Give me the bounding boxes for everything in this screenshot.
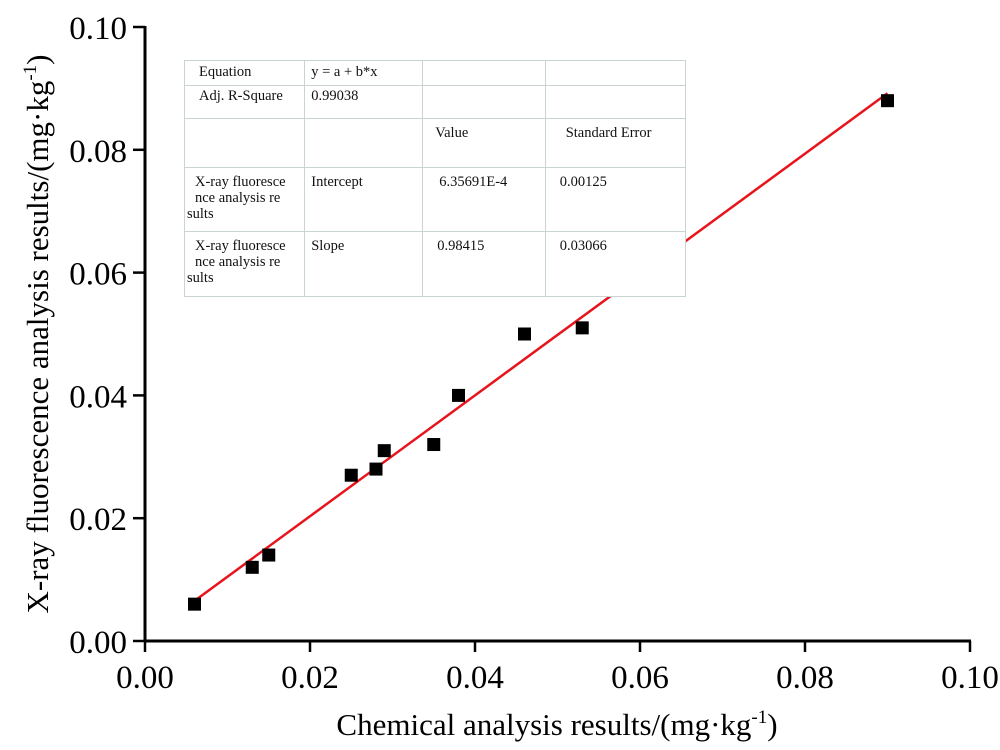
x-ticks: 0.00 0.02 0.04 0.06 0.08 0.10: [116, 641, 999, 696]
series-name-cell: X-ray fluoresce nce analysis re sults: [183, 166, 306, 233]
data-point: [245, 560, 259, 574]
empty-cell: [183, 118, 306, 168]
x-axis-title-text: Chemical analysis results/(mg·kg: [336, 707, 751, 742]
y-axis-title: X-ray fluorescence analysis results/(mg·…: [20, 55, 55, 614]
series-name-line: sults: [187, 270, 214, 287]
y-tick-label: 0.10: [69, 11, 127, 47]
fit-results-table: Equation y = a + b*x Adj. R-Square 0.990…: [183, 60, 687, 297]
series-name-line: X-ray fluoresce: [195, 238, 286, 255]
data-point: [262, 548, 276, 562]
x-tick-label: 0.02: [281, 660, 339, 696]
equation-value: y = a + b*x: [304, 60, 424, 86]
data-point: [452, 388, 465, 402]
data-point: [377, 444, 391, 458]
x-axis-title-superscript: -1: [751, 707, 767, 728]
y-axis-title-text: X-ray fluorescence analysis results/(mg·…: [20, 81, 55, 614]
y-tick-label: 0.02: [69, 502, 127, 538]
empty-cell: [422, 84, 546, 120]
empty-cell: [544, 60, 687, 86]
table-row-header: Value Standard Error: [183, 118, 687, 168]
y-axis-title-end: ): [20, 55, 55, 65]
linear-fit-line: [193, 92, 889, 602]
slope-value: 0.98415: [422, 231, 546, 297]
axes: [143, 26, 971, 643]
empty-cell: [422, 60, 546, 86]
plot-area: [188, 92, 894, 611]
empty-cell: [544, 84, 687, 120]
data-point: [518, 327, 531, 341]
series-name-cell: X-ray fluoresce nce analysis re sults: [183, 231, 306, 297]
table-row-equation: Equation y = a + b*x: [183, 60, 687, 86]
adj-r2-value: 0.99038: [304, 84, 424, 120]
data-point: [188, 597, 201, 611]
empty-cell: [304, 118, 424, 168]
x-axis-title-end: ): [767, 707, 777, 742]
series-name-line: nce analysis re: [195, 189, 281, 206]
intercept-stderr: 0.00125: [544, 166, 687, 233]
data-point: [369, 462, 383, 476]
param-intercept: Intercept: [304, 166, 424, 233]
stderr-header: Standard Error: [544, 118, 687, 168]
x-tick-label: 0.00: [116, 660, 174, 696]
x-tick-label: 0.08: [776, 660, 834, 696]
y-tick-label: 0.00: [69, 625, 127, 661]
table-row-slope: X-ray fluoresce nce analysis re sults Sl…: [183, 231, 687, 297]
series-name-line: X-ray fluoresce: [195, 173, 286, 190]
table-row-intercept: X-ray fluoresce nce analysis re sults In…: [183, 166, 687, 233]
equation-label: Equation: [183, 60, 306, 86]
y-axis-title-superscript: -1: [20, 65, 41, 81]
slope-stderr: 0.03066: [544, 231, 687, 297]
y-tick-label: 0.06: [69, 257, 127, 293]
y-ticks: 0.00 0.02 0.04 0.06 0.08 0.10: [69, 11, 145, 661]
adj-r2-label: Adj. R-Square: [183, 84, 306, 120]
intercept-value: 6.35691E-4: [422, 166, 546, 233]
x-tick-label: 0.04: [446, 660, 504, 696]
y-tick-label: 0.04: [69, 379, 127, 415]
data-point: [575, 321, 589, 335]
y-tick-label: 0.08: [69, 134, 127, 170]
param-slope: Slope: [304, 231, 424, 297]
data-point: [344, 468, 358, 482]
x-tick-label: 0.10: [941, 660, 999, 696]
x-axis-title: Chemical analysis results/(mg·kg-1): [336, 707, 777, 742]
data-point: [427, 438, 441, 452]
x-tick-label: 0.06: [611, 660, 669, 696]
value-header: Value: [422, 118, 546, 168]
series-name-line: sults: [187, 205, 214, 222]
table-row-adj-r2: Adj. R-Square 0.99038: [183, 84, 687, 120]
data-point: [881, 94, 894, 108]
series-name-line: nce analysis re: [195, 254, 281, 271]
